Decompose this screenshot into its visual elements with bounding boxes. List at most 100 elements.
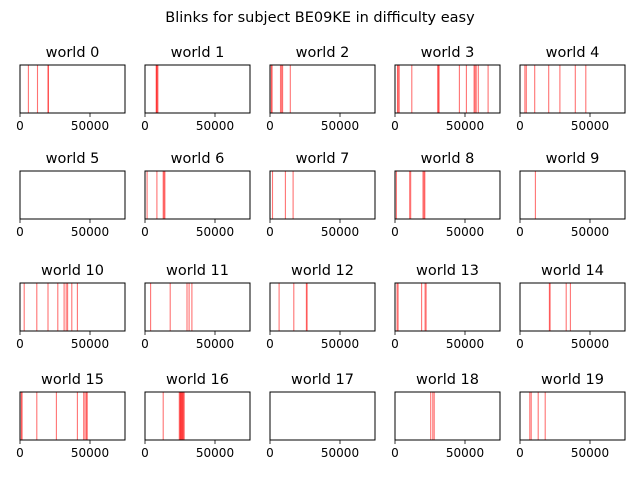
x-tick-label: 0 bbox=[391, 337, 399, 351]
subplot-title: world 18 bbox=[416, 372, 479, 388]
subplot-world-14: world 14 0 50000 bbox=[516, 263, 626, 351]
subplot-title: world 13 bbox=[416, 263, 479, 279]
figure-title: Blinks for subject BE09KE in difficulty … bbox=[165, 10, 475, 26]
subplot-frame bbox=[19, 282, 126, 332]
x-tick-label: 0 bbox=[16, 119, 24, 133]
subplot-world-15: world 15 0 50000 bbox=[16, 372, 126, 460]
x-tick-label: 50000 bbox=[446, 225, 484, 239]
x-tick-label: 50000 bbox=[446, 337, 484, 351]
x-tick-label: 0 bbox=[266, 225, 274, 239]
subplot-world-10: world 10 0 50000 bbox=[16, 263, 126, 351]
x-tick-label: 0 bbox=[266, 337, 274, 351]
x-tick-label: 0 bbox=[266, 119, 274, 133]
x-tick-label: 50000 bbox=[196, 337, 234, 351]
x-tick-label: 0 bbox=[16, 225, 24, 239]
subplot-title: world 0 bbox=[46, 45, 100, 61]
subplot-title: world 15 bbox=[41, 372, 104, 388]
subplot-title: world 5 bbox=[46, 151, 100, 167]
subplot-frame bbox=[144, 282, 251, 332]
subplot-world-13: world 13 0 50000 bbox=[391, 263, 501, 351]
subplot-title: world 12 bbox=[291, 263, 354, 279]
subplot-title: world 17 bbox=[291, 372, 354, 388]
x-tick-label: 0 bbox=[516, 337, 524, 351]
subplot-title: world 2 bbox=[296, 45, 350, 61]
subplot-title: world 11 bbox=[166, 263, 229, 279]
subplot-title: world 16 bbox=[166, 372, 229, 388]
x-tick-label: 50000 bbox=[321, 225, 359, 239]
x-tick-label: 0 bbox=[141, 446, 149, 460]
subplot-title: world 7 bbox=[296, 151, 350, 167]
subplot-world-0: world 0 0 50000 bbox=[16, 45, 126, 133]
x-tick-label: 50000 bbox=[571, 225, 609, 239]
subplot-frame bbox=[269, 64, 376, 114]
subplot-world-4: world 4 0 50000 bbox=[516, 45, 626, 133]
subplot-world-9: world 9 0 50000 bbox=[516, 151, 626, 239]
subplot-frame bbox=[519, 64, 626, 114]
subplot-title: world 14 bbox=[541, 263, 604, 279]
x-tick-label: 0 bbox=[516, 119, 524, 133]
subplot-frame bbox=[144, 170, 251, 220]
subplot-world-17: world 17 0 50000 bbox=[266, 372, 376, 460]
subplot-frame bbox=[144, 391, 251, 441]
x-tick-label: 0 bbox=[516, 446, 524, 460]
x-tick-label: 0 bbox=[391, 119, 399, 133]
subplot-frame bbox=[519, 391, 626, 441]
subplot-title: world 3 bbox=[421, 45, 475, 61]
subplot-frame bbox=[19, 391, 126, 441]
subplot-frame bbox=[19, 170, 126, 220]
subplot-world-8: world 8 0 50000 bbox=[391, 151, 501, 239]
x-tick-label: 50000 bbox=[321, 446, 359, 460]
subplot-frame bbox=[269, 391, 376, 441]
x-tick-label: 50000 bbox=[571, 446, 609, 460]
subplot-frame bbox=[394, 282, 501, 332]
x-tick-label: 0 bbox=[266, 446, 274, 460]
subplot-frame bbox=[519, 170, 626, 220]
x-tick-label: 0 bbox=[391, 446, 399, 460]
x-tick-label: 0 bbox=[391, 225, 399, 239]
x-tick-label: 0 bbox=[16, 446, 24, 460]
subplot-world-11: world 11 0 50000 bbox=[141, 263, 251, 351]
x-tick-label: 50000 bbox=[71, 225, 109, 239]
subplot-title: world 4 bbox=[546, 45, 600, 61]
subplot-world-12: world 12 0 50000 bbox=[266, 263, 376, 351]
subplot-frame bbox=[269, 282, 376, 332]
x-tick-label: 50000 bbox=[571, 119, 609, 133]
subplot-world-16: world 16 0 50000 bbox=[141, 372, 251, 460]
x-tick-label: 50000 bbox=[196, 446, 234, 460]
x-tick-label: 0 bbox=[16, 337, 24, 351]
subplot-world-1: world 1 0 50000 bbox=[141, 45, 251, 133]
x-tick-label: 50000 bbox=[71, 446, 109, 460]
subplot-frame bbox=[394, 64, 501, 114]
subplot-world-19: world 19 0 50000 bbox=[516, 372, 626, 460]
subplot-title: world 19 bbox=[541, 372, 604, 388]
x-tick-label: 0 bbox=[141, 337, 149, 351]
x-tick-label: 0 bbox=[141, 119, 149, 133]
subplot-title: world 6 bbox=[171, 151, 225, 167]
subplot-frame bbox=[519, 282, 626, 332]
x-tick-label: 50000 bbox=[321, 119, 359, 133]
x-tick-label: 50000 bbox=[196, 119, 234, 133]
x-tick-label: 0 bbox=[516, 225, 524, 239]
x-tick-label: 50000 bbox=[446, 119, 484, 133]
x-tick-label: 50000 bbox=[321, 337, 359, 351]
subplot-frame bbox=[394, 391, 501, 441]
subplot-title: world 8 bbox=[421, 151, 475, 167]
subplot-title: world 1 bbox=[171, 45, 225, 61]
subplot-frame bbox=[269, 170, 376, 220]
x-tick-label: 50000 bbox=[571, 337, 609, 351]
subplot-title: world 10 bbox=[41, 263, 104, 279]
subplot-frame bbox=[19, 64, 126, 114]
subplot-world-6: world 6 0 50000 bbox=[141, 151, 251, 239]
subplot-world-3: world 3 0 50000 bbox=[391, 45, 501, 133]
subplot-world-18: world 18 0 50000 bbox=[391, 372, 501, 460]
subplot-world-7: world 7 0 50000 bbox=[266, 151, 376, 239]
subplot-title: world 9 bbox=[546, 151, 600, 167]
subplot-world-2: world 2 0 50000 bbox=[266, 45, 376, 133]
subplot-world-5: world 5 0 50000 bbox=[16, 151, 126, 239]
x-tick-label: 50000 bbox=[71, 119, 109, 133]
x-tick-label: 0 bbox=[141, 225, 149, 239]
x-tick-label: 50000 bbox=[446, 446, 484, 460]
subplot-frame bbox=[394, 170, 501, 220]
